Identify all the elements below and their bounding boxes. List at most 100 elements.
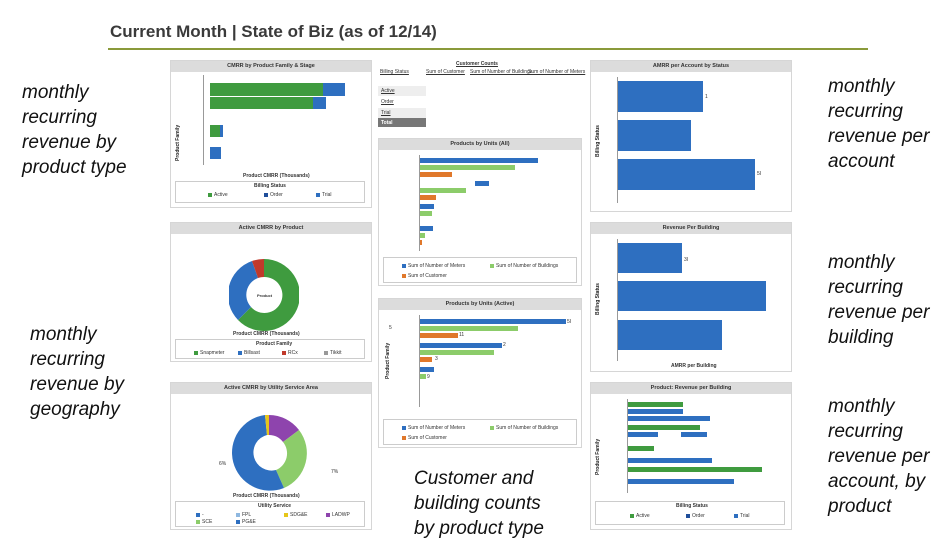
donut-slice-billsast [229,261,258,320]
legend-item-dash: - [196,512,204,518]
product-donut-chart [229,258,299,331]
x-axis-label: Product CMRR (Thousands) [243,173,310,179]
bar-trial [220,125,223,137]
note-right-1: monthly recurring revenue per account [828,74,929,174]
panel-title: Product: Revenue per Building [591,383,791,394]
legend-item-snapmeter: Snapmeter [194,350,224,356]
legend: Product Family Snapmeter Billsast RCx Ti… [175,339,365,359]
note-line: monthly [22,82,89,103]
col-header-customer: Sum of Customer [426,69,465,75]
note-line: geography [30,399,120,420]
legend-item-rcx: RCx [282,350,298,356]
note-line: product [828,496,892,517]
x-axis-label: Product CMRR (Thousands) [233,331,300,337]
data-label: 2 [503,342,506,348]
data-label: 5I [567,319,572,325]
y-axis [627,399,628,493]
bar-customer [420,333,458,338]
donut-slice-snapmeter [238,259,299,331]
legend-item-sdge: SDG&E [284,512,308,518]
note-center-bottom: Customer and building counts by product … [414,466,544,541]
note-line: account, by [828,471,926,492]
legend: Billing Status Active Order Trial [595,501,785,525]
legend-item-pge: PG&E [236,519,256,525]
bar-meters [475,181,489,186]
panel-title: Products by Units (All) [379,139,581,150]
data-label: 9 [427,374,430,380]
bar-meters [420,319,566,324]
bar-active [628,446,654,451]
col-header-meters: Sum of Number of Meters [528,69,586,75]
y-axis-label: Product Family [595,438,601,475]
donut-slice-pge [232,415,284,491]
y-axis-label: Product Family [175,124,181,161]
bar-active [618,81,703,112]
panel-title: Products by Units (Active) [379,299,581,310]
amrr-per-account-panel: AMRR per Account by Status Billing Statu… [590,60,792,212]
legend: Sum of Number of Meters Sum of Number of… [383,419,577,445]
right-percentage-label: 7% [331,469,339,475]
note-line: revenue by [30,374,125,395]
bar-trial [681,432,707,437]
bar-customer [420,240,422,245]
data-label: 3I [684,257,689,263]
y-axis-label: Billing Status [595,283,601,315]
bar-meters [420,158,538,163]
legend-item-meters: Sum of Number of Meters [402,263,465,269]
note-line: account [828,151,895,172]
note-line: by product type [414,518,544,539]
note-line: monthly [828,396,895,417]
bar-trial [313,97,326,109]
table-title: Customer Counts [456,61,498,67]
note-line: monthly [30,324,97,345]
legend-item-buildings: Sum of Number of Buildings [490,263,558,269]
donut-slice-ladwp [269,415,299,442]
note-left-top: monthly recurring revenue by product typ… [22,80,127,180]
bar-order [618,120,691,151]
x-axis-label: Product CMRR (Thousands) [233,493,300,499]
bar-buildings [420,233,425,238]
note-line: monthly [828,252,895,273]
bar-order [618,281,766,311]
bar-active [210,83,323,96]
bar-order [628,458,712,463]
panel-title: Revenue Per Building [591,223,791,234]
legend-item-customer: Sum of Customer [402,273,447,279]
bar-order [628,409,683,414]
legend-item-order: Order [264,192,283,198]
legend: Billing Status Active Order Trial [175,181,365,203]
data-label: 5 [389,325,392,331]
title-divider [108,48,868,50]
data-label: 3 [435,356,438,362]
note-line: recurring [30,349,105,370]
legend-item-order: Order [686,513,705,519]
left-percentage-label: 6% [219,461,227,467]
table-row: Active [378,86,426,96]
note-line: revenue by [22,132,117,153]
y-axis-label: Billing Status [595,125,601,157]
legend: Sum of Number of Meters Sum of Number of… [383,257,577,283]
page-title: Current Month | State of Biz (as of 12/1… [110,22,437,41]
bar-buildings [420,211,432,216]
y-axis-label: Product Family [385,342,391,379]
bar-customer [420,195,436,200]
legend-title: Billing Status [254,183,286,189]
note-line: monthly [828,76,895,97]
cmrr-by-product-panel: CMRR by Product Family & Stage Product F… [170,60,372,208]
data-label: 5I [757,171,762,177]
y-axis [419,155,420,251]
col-header-buildings: Sum of Number of Buildings [470,69,533,75]
bar-trial [323,83,345,96]
bar-trial [210,147,221,159]
note-right-2: monthly recurring revenue per building [828,250,929,350]
legend-item-trial: Trial [316,192,332,198]
note-line: recurring [828,277,903,298]
donut-slice-sce [276,430,307,488]
y-axis [617,77,618,203]
legend-item-sce: SCE [196,519,212,525]
products-by-units-active-panel: Products by Units (Active) Product Famil… [378,298,582,448]
utility-donut-chart [232,414,307,491]
bar-buildings [420,188,466,193]
y-axis [617,239,618,361]
bar-customer [420,172,452,177]
